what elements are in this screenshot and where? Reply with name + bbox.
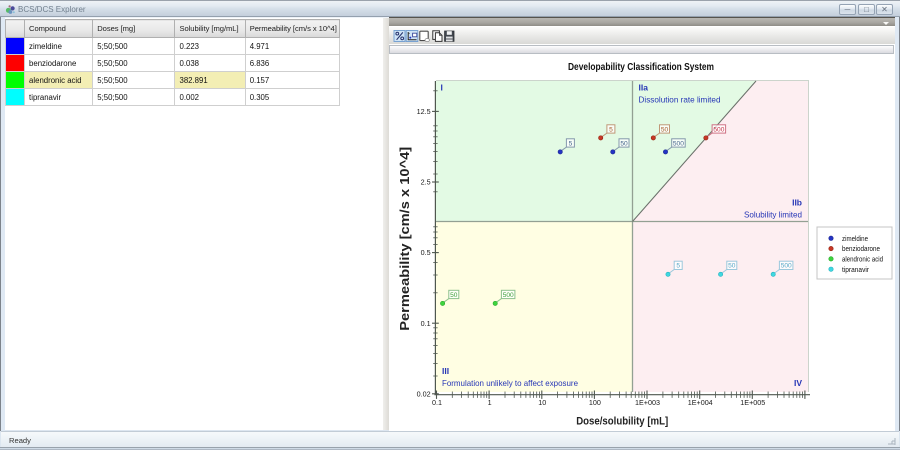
svg-text:Developability Classification: Developability Classification System (568, 62, 714, 73)
svg-text:2.5: 2.5 (421, 178, 431, 187)
svg-text:1: 1 (488, 398, 492, 407)
svg-text:0.1: 0.1 (421, 319, 431, 328)
svg-text:0.5: 0.5 (421, 248, 431, 257)
svg-text:5: 5 (676, 263, 680, 270)
svg-text:III: III (442, 366, 449, 376)
svg-text:I: I (441, 83, 443, 93)
svg-text:50: 50 (450, 292, 458, 299)
svg-text:IIa: IIa (639, 83, 649, 93)
svg-text:1E+004: 1E+004 (688, 398, 713, 407)
svg-text:tipranavir: tipranavir (842, 267, 870, 274)
svg-text:0.02: 0.02 (417, 389, 431, 398)
svg-text:zimeldine: zimeldine (842, 236, 868, 243)
svg-text:0.1: 0.1 (432, 398, 442, 407)
svg-text:50: 50 (728, 263, 736, 270)
svg-text:5: 5 (569, 140, 573, 147)
svg-text:1E+003: 1E+003 (635, 398, 660, 407)
svg-text:alendronic acid: alendronic acid (842, 257, 883, 264)
svg-text:100: 100 (589, 398, 601, 407)
svg-text:500: 500 (713, 126, 724, 133)
svg-text:1E+005: 1E+005 (740, 398, 765, 407)
svg-text:50: 50 (661, 126, 669, 133)
svg-text:12.5: 12.5 (417, 107, 431, 116)
svg-text:10: 10 (538, 398, 546, 407)
svg-text:Solubility limited: Solubility limited (744, 210, 802, 220)
svg-text:500: 500 (781, 263, 792, 270)
svg-text:50: 50 (620, 140, 628, 147)
svg-text:benziodarone: benziodarone (842, 246, 880, 253)
svg-text:500: 500 (503, 292, 514, 299)
svg-text:Permeability [cm/s x 10^4]: Permeability [cm/s x 10^4] (397, 147, 412, 331)
svg-text:Dose/solubility [mL]: Dose/solubility [mL] (576, 416, 668, 428)
svg-text:Dissolution rate limited: Dissolution rate limited (639, 95, 721, 105)
svg-text:IIb: IIb (792, 198, 802, 208)
svg-text:Formulation unlikely to affect: Formulation unlikely to affect exposure (442, 378, 578, 388)
svg-text:500: 500 (673, 140, 684, 147)
svg-text:5: 5 (609, 126, 613, 133)
svg-text:IV: IV (794, 378, 802, 388)
